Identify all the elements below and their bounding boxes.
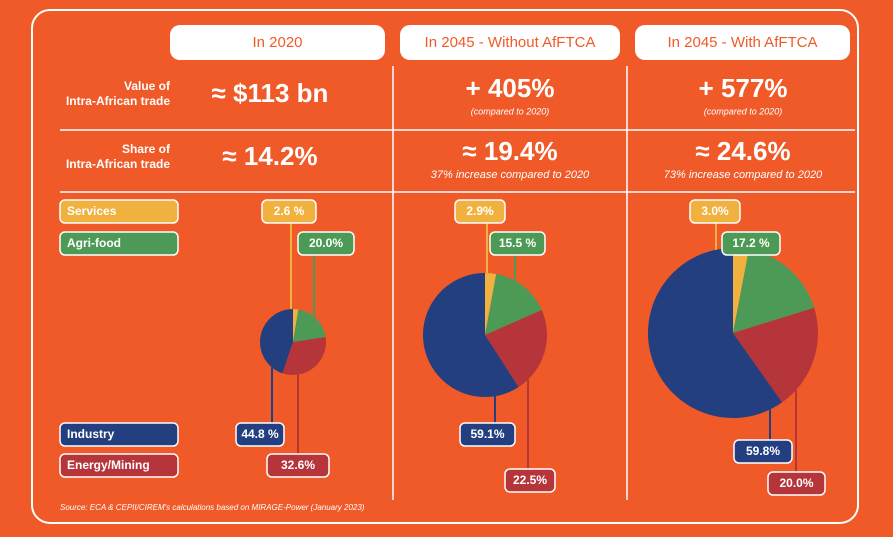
legend-label: Industry bbox=[67, 427, 115, 441]
frame bbox=[31, 9, 859, 524]
column-header-pill bbox=[400, 25, 620, 60]
legend-label: Energy/Mining bbox=[67, 458, 150, 472]
value-label-box bbox=[235, 422, 285, 447]
pie-slice bbox=[733, 248, 749, 333]
value-label: 17.2 % bbox=[732, 236, 770, 250]
cell-value: ≈ $113 bn bbox=[212, 78, 329, 108]
pie-slice bbox=[423, 273, 519, 397]
value-label: 2.9% bbox=[466, 204, 494, 218]
row-label: Intra-African trade bbox=[66, 94, 170, 108]
pie-slice bbox=[293, 309, 299, 342]
value-label: 59.1% bbox=[470, 427, 504, 441]
legend-label: Agri-food bbox=[67, 236, 121, 250]
cell-value: ≈ 24.6% bbox=[695, 136, 790, 166]
value-label: 44.8 % bbox=[241, 427, 279, 441]
column-header: In 2020 bbox=[252, 34, 302, 51]
legend-box bbox=[59, 422, 179, 447]
value-label: 59.8% bbox=[746, 444, 780, 458]
value-label-box bbox=[733, 439, 793, 464]
value-label-box bbox=[261, 199, 317, 224]
value-label: 32.6% bbox=[281, 458, 315, 472]
cell-value: + 405% bbox=[466, 73, 555, 103]
cell-note: 37% increase compared to 2020 bbox=[431, 169, 590, 181]
cell-note: (compared to 2020) bbox=[471, 106, 550, 116]
value-label: 3.0% bbox=[701, 204, 729, 218]
row-label: Share of bbox=[122, 142, 171, 156]
source: Source: ECA & CEPII/CIREM's calculations… bbox=[60, 503, 365, 512]
pie-slice bbox=[733, 249, 815, 333]
value-label: 15.5 % bbox=[499, 236, 537, 250]
pie-slice bbox=[282, 337, 326, 375]
value-label: 2.6 % bbox=[274, 204, 305, 218]
value-label-box bbox=[459, 422, 516, 447]
pie-slice bbox=[733, 307, 819, 403]
value-label-box bbox=[504, 468, 556, 493]
column-header: In 2045 - Without AfFTCA bbox=[425, 34, 596, 51]
column-header-pill bbox=[635, 25, 850, 60]
pie-slice bbox=[485, 274, 542, 335]
row-label: Intra-African trade bbox=[66, 157, 170, 171]
cell-value: ≈ 14.2% bbox=[222, 141, 317, 171]
pie-slice bbox=[648, 248, 783, 418]
value-label-box bbox=[489, 231, 546, 256]
column-header: In 2045 - With AfFTCA bbox=[667, 34, 817, 51]
legend-box bbox=[59, 231, 179, 256]
legend-box bbox=[59, 199, 179, 224]
cell-note: 73% increase compared to 2020 bbox=[664, 169, 823, 181]
pie-slice bbox=[293, 309, 326, 342]
legend-box bbox=[59, 453, 179, 478]
value-label-box bbox=[689, 199, 741, 224]
cell-note: (compared to 2020) bbox=[704, 106, 783, 116]
pie-slice bbox=[260, 309, 293, 374]
column-header-pill bbox=[170, 25, 385, 60]
pie-slice bbox=[485, 273, 497, 335]
pie-slice bbox=[485, 310, 547, 388]
legend-label: Services bbox=[67, 204, 117, 218]
value-label-box bbox=[767, 471, 826, 496]
cell-value: ≈ 19.4% bbox=[462, 136, 557, 166]
value-label-box bbox=[266, 453, 330, 478]
value-label-box bbox=[721, 231, 781, 256]
value-label-box bbox=[297, 231, 355, 256]
value-label-box bbox=[454, 199, 506, 224]
value-label: 20.0% bbox=[309, 236, 343, 250]
cell-value: + 577% bbox=[699, 73, 788, 103]
value-label: 20.0% bbox=[779, 476, 813, 490]
row-label: Value of bbox=[124, 79, 171, 93]
value-label: 22.5% bbox=[513, 473, 547, 487]
